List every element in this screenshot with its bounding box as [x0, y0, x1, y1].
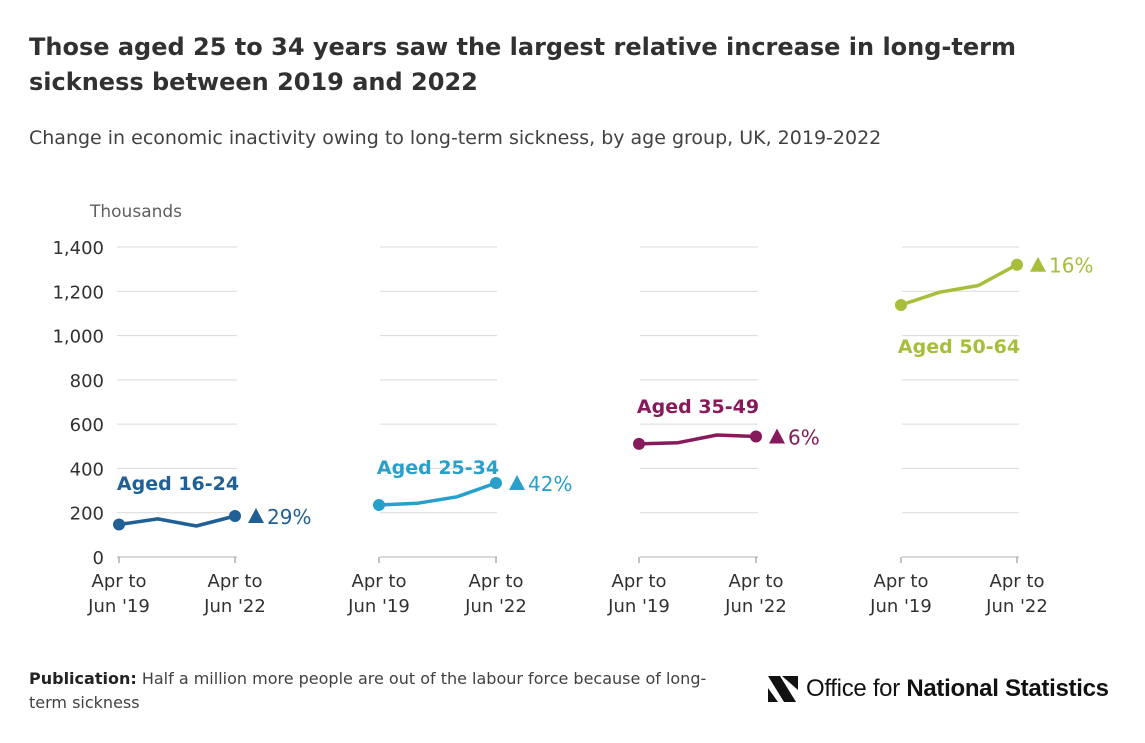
chart-area: Thousands 0 200 400 600 800 1,000 1,200 1,400 Apr…: [52, 202, 1093, 617]
x-tick-label: Apr to Jun '22: [724, 571, 787, 617]
data-point: [633, 437, 645, 450]
increase-arrow-icon: [509, 475, 525, 491]
publication-footer: Publication: Half a million more people …: [29, 667, 729, 715]
change-label: 16%: [1049, 254, 1093, 278]
x-tick-label: Apr to Jun '19: [87, 571, 150, 617]
series-line: [377, 481, 498, 507]
ons-logo-text: Office for National Statistics: [806, 675, 1109, 702]
y-axis-label: Thousands: [89, 202, 182, 222]
increase-arrow-icon: [248, 508, 264, 524]
change-label: 42%: [528, 472, 572, 496]
x-tick-label: Apr to Jun '19: [607, 571, 670, 617]
series-label: Aged 50-64: [898, 336, 1020, 358]
x-tick-label: Apr to Jun '22: [203, 571, 266, 617]
series-label: Aged 25-34: [377, 457, 499, 479]
publication-label: Publication:: [29, 669, 137, 688]
y-tick-label: 200: [70, 504, 104, 525]
y-tick-label: 1,400: [52, 238, 104, 259]
series-line: [117, 514, 237, 528]
y-tick-label: 400: [70, 459, 104, 480]
series-line: [899, 262, 1019, 307]
change-label: 6%: [788, 426, 820, 450]
y-tick-label: 0: [93, 548, 104, 569]
y-tick-label: 1,200: [52, 282, 104, 303]
data-point: [490, 477, 502, 490]
increase-arrow-icon: [1030, 256, 1046, 272]
ons-logo-icon: [768, 676, 798, 702]
data-point: [895, 299, 907, 312]
series-label: Aged 35-49: [637, 396, 759, 418]
increase-arrow-icon: [769, 428, 785, 444]
data-point: [113, 518, 125, 531]
x-tick-label: Apr to Jun '19: [347, 571, 410, 617]
y-tick-label: 1,000: [52, 327, 104, 348]
series-label: Aged 16-24: [117, 473, 239, 495]
data-point: [373, 498, 385, 511]
data-point: [750, 430, 762, 443]
change-label: 29%: [267, 505, 311, 529]
x-tick-label: Apr to Jun '22: [985, 571, 1048, 617]
x-tick-label: Apr to Jun '22: [464, 571, 527, 617]
data-point: [1011, 258, 1023, 271]
chart-subtitle: Change in economic inactivity owing to l…: [29, 127, 882, 149]
y-tick-label: 800: [70, 371, 104, 392]
y-tick-label: 600: [70, 415, 104, 436]
ons-logo: Office for National Statistics: [766, 672, 1109, 706]
publication-link[interactable]: Half a million more people are out of th…: [29, 669, 707, 712]
chart-title: Those aged 25 to 34 years saw the larges…: [29, 33, 1016, 96]
series-line: [637, 433, 758, 446]
data-point: [229, 510, 241, 523]
x-tick-label: Apr to Jun '19: [869, 571, 932, 617]
